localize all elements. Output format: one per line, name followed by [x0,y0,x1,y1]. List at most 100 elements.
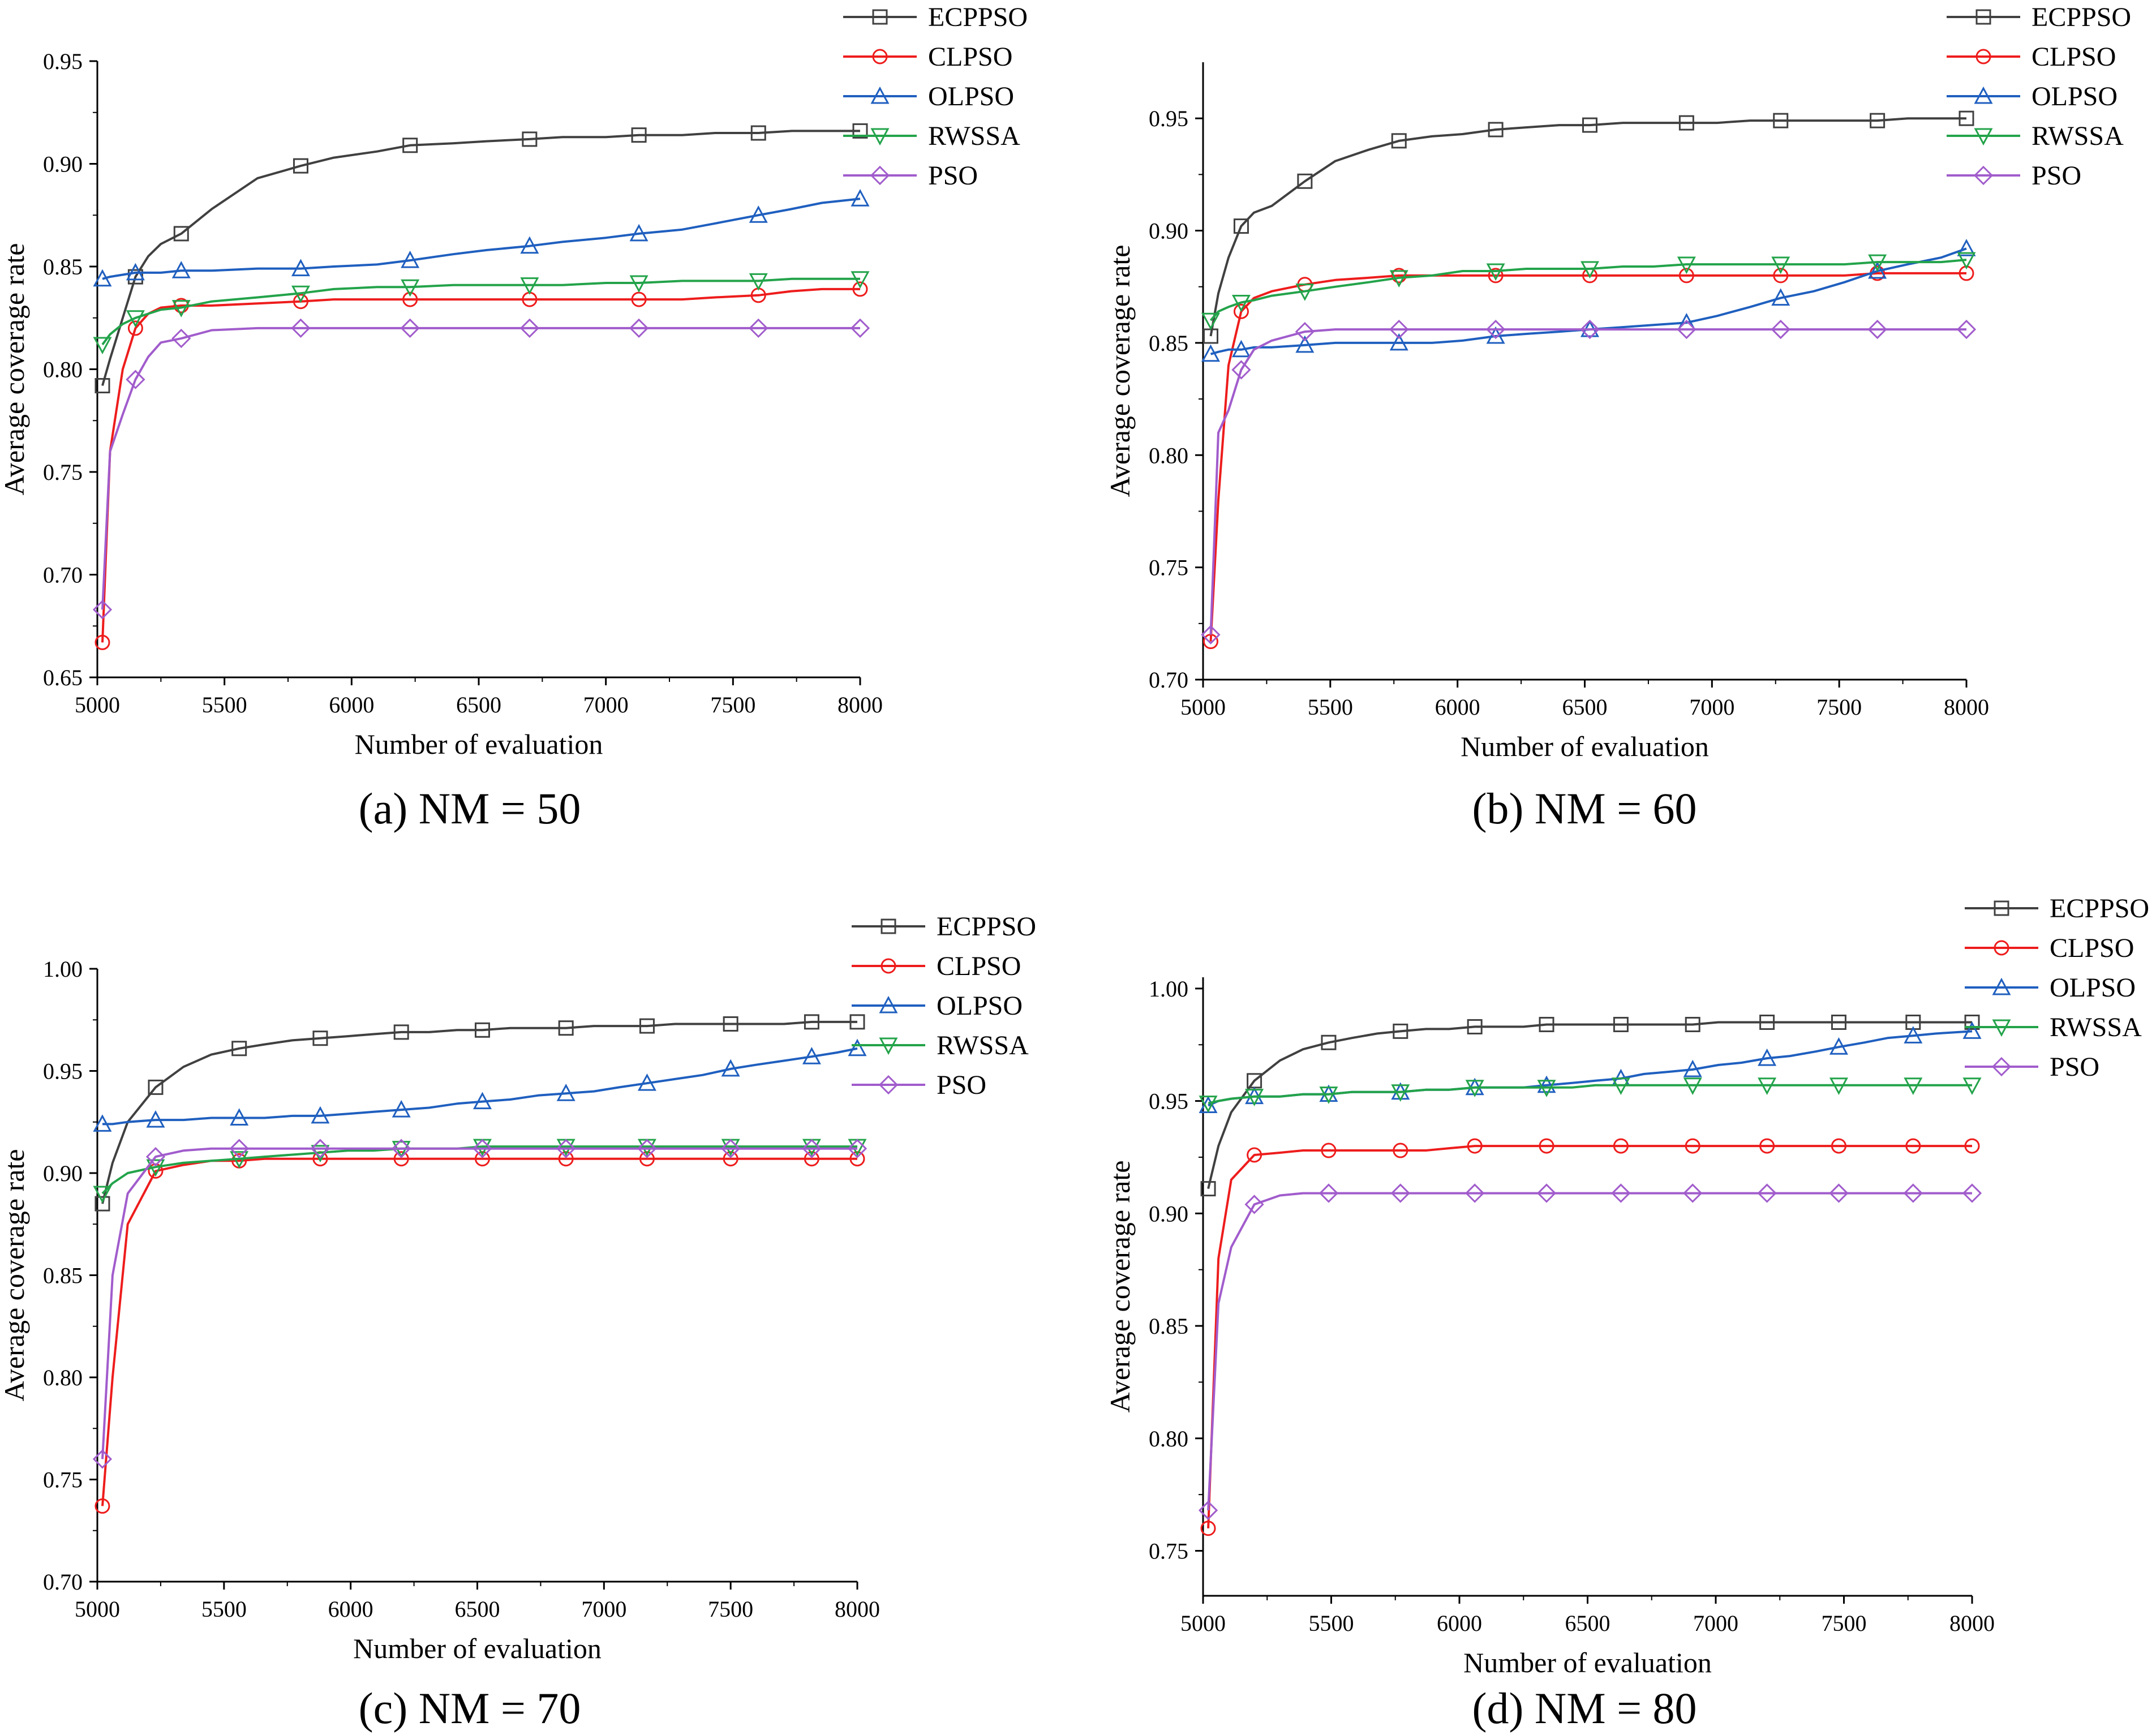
series-pso [1201,319,1977,645]
legend-label-pso: PSO [937,1070,986,1100]
data-point-rwssa [851,271,870,289]
y-tick-label: 0.85 [1149,330,1188,356]
data-point-ecppso [1613,1016,1629,1032]
series-line-pso [101,1147,857,1459]
series-line-ecppso [1209,117,1966,337]
series-line-ecppso [1207,1021,1972,1189]
y-tick-label: 0.75 [43,459,83,485]
data-point-rwssa [230,1151,249,1169]
data-point-ecppso [148,1079,164,1095]
data-point-pso [1956,319,1977,340]
series-line-clpso [1207,1145,1972,1528]
data-point-pso [1389,319,1409,340]
data-point-ecppso [231,1041,247,1057]
data-point-pso [1318,1183,1339,1203]
data-point-clpso [95,634,110,650]
data-point-olpso [93,269,112,287]
x-axis-title: Number of evaluation [355,728,603,760]
data-point-clpso [1773,268,1789,284]
data-point-rwssa [1245,1089,1264,1106]
data-point-olpso [311,1106,330,1124]
data-point-olpso [401,250,420,268]
legend-label-ecppso: ECPPSO [2050,894,2149,924]
data-point-clpso [1539,1138,1554,1154]
data-point-clpso [1200,1521,1216,1536]
legend-label-clpso: CLPSO [2050,933,2134,963]
data-point-olpso [637,1073,656,1091]
data-point-olpso [749,205,768,223]
data-point-ecppso [1678,115,1694,131]
series-line-pso [101,327,860,610]
x-tick-label: 6500 [455,1596,500,1622]
data-point-olpso [802,1047,821,1064]
data-point-rwssa [749,273,768,291]
y-tick-label: 0.75 [1149,555,1188,581]
data-point-ecppso [1467,1019,1483,1034]
data-point-ecppso [312,1030,328,1046]
x-axis-title: Number of evaluation [1463,1647,1712,1678]
legend-marker-pso [1991,1057,2012,1077]
data-point-pso [637,1139,657,1158]
data-point-clpso [1391,268,1407,284]
data-point-clpso [127,320,143,336]
data-point-ecppso [631,127,647,143]
legend-label-clpso: CLPSO [928,42,1012,72]
y-tick-label: 0.75 [43,1467,83,1493]
legend-marker-olpso [1974,86,1993,104]
y-tick-label: 0.90 [1149,1201,1188,1226]
data-point-olpso [171,261,191,278]
data-point-ecppso [1391,133,1407,149]
series-ecppso [95,123,868,394]
series-line-olpso [102,1047,858,1126]
data-point-rwssa [1465,1080,1484,1097]
data-point-clpso [1831,1138,1846,1154]
data-point-ecppso [1297,173,1313,189]
data-point-rwssa [1957,252,1976,270]
data-point-pso [92,1449,113,1469]
legend-marker-ecppso [1994,900,2009,916]
data-point-pso [310,1139,330,1158]
y-tick-label: 0.80 [1149,1426,1188,1451]
data-point-pso [1244,1195,1264,1214]
x-tick-label: 6500 [1562,694,1608,720]
data-point-ecppso [1488,122,1504,138]
data-point-olpso [851,189,870,207]
data-point-clpso [1678,268,1694,284]
data-point-ecppso [1200,1181,1216,1197]
x-tick-label: 5500 [201,1596,247,1622]
panel-caption: (a) NM = 50 [359,784,581,833]
legend-marker-pso [878,1075,899,1095]
data-point-pso [1231,360,1251,380]
series-line-clpso [101,1157,857,1506]
data-point-rwssa [1389,270,1408,288]
data-point-ecppso [1773,113,1789,128]
data-point-pso [1201,625,1221,645]
y-axis-title: Average coverage rate [1104,245,1136,497]
legend-marker-rwssa [1974,128,1993,146]
series-line-clpso [1209,272,1966,642]
data-point-olpso [1957,239,1976,256]
data-point-pso [802,1139,822,1158]
y-tick-label: 0.80 [43,1365,83,1390]
data-point-olpso [230,1108,249,1126]
data-point-rwssa [93,337,112,355]
data-point-rwssa [1868,254,1887,272]
data-point-olpso [1537,1075,1556,1093]
data-point-rwssa [1537,1080,1556,1097]
data-point-olpso [556,1084,575,1101]
data-point-rwssa [1231,294,1251,312]
x-tick-label: 7500 [710,692,755,718]
legend-marker-rwssa [1992,1019,2011,1037]
data-point-clpso [1233,303,1249,319]
data-point-olpso [126,263,145,281]
data-point-pso [145,1146,166,1167]
data-point-ecppso [1233,218,1249,234]
series-rwssa [1201,252,1976,330]
data-point-rwssa [1962,1077,1982,1095]
series-ecppso [1202,110,1974,344]
data-point-olpso [1683,1059,1702,1077]
data-point-olpso [1771,288,1790,306]
x-tick-label: 5500 [1309,1611,1354,1636]
data-point-olpso [473,1092,492,1110]
data-point-rwssa [1771,256,1790,274]
